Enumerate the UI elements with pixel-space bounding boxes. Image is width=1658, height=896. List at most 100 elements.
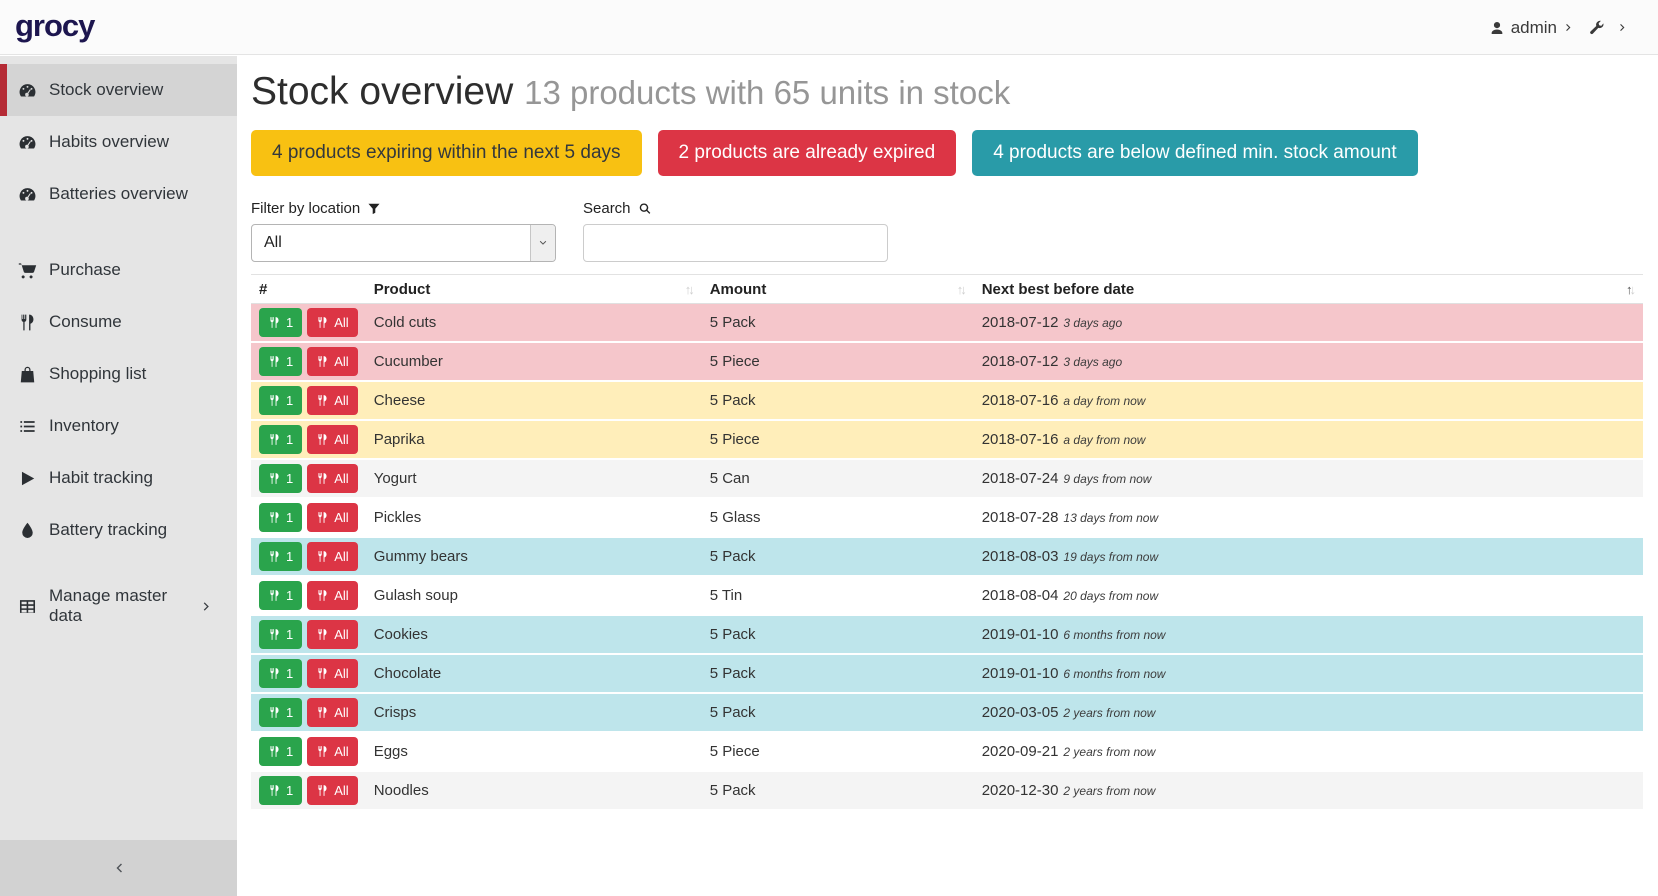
- best-before-date: 2018-07-16 a day from now: [974, 381, 1643, 420]
- best-before-date: 2018-08-03 19 days from now: [974, 537, 1643, 576]
- location-select[interactable]: All: [251, 224, 556, 262]
- consume-one-button[interactable]: 1: [259, 503, 303, 532]
- sidebar-group-gap: [0, 556, 237, 580]
- date-relative: 6 months from now: [1063, 667, 1166, 681]
- consume-all-label: All: [334, 510, 349, 525]
- consume-all-button[interactable]: All: [307, 542, 358, 571]
- consume-all-label: All: [334, 744, 349, 759]
- consume-one-button[interactable]: 1: [259, 464, 303, 493]
- column-header-label: #: [259, 281, 268, 298]
- sidebar: Stock overview Habits overview Batteries o…: [0, 56, 237, 896]
- column-header--: #: [251, 274, 366, 304]
- sidebar-item-label: Stock overview: [49, 80, 164, 99]
- sidebar-item-stock-overview[interactable]: Stock overview: [0, 64, 237, 116]
- consume-all-button[interactable]: All: [307, 581, 358, 610]
- sidebar-item-purchase[interactable]: Purchase: [0, 244, 237, 296]
- consume-one-button[interactable]: 1: [259, 386, 303, 415]
- sidebar-item-label: Battery tracking: [49, 520, 168, 539]
- date-relative: 13 days from now: [1063, 511, 1159, 525]
- consume-all-button[interactable]: All: [307, 776, 358, 805]
- alert-info-badge[interactable]: 4 products are below defined min. stock …: [972, 130, 1418, 176]
- product-name: Yogurt: [373, 470, 417, 487]
- main-content: Stock overview 13 products with 65 units…: [237, 56, 1658, 896]
- consume-one-button[interactable]: 1: [259, 659, 303, 688]
- chevron-left-icon: [112, 861, 126, 875]
- settings-menu[interactable]: [1588, 19, 1628, 36]
- sidebar-collapse-button[interactable]: [0, 840, 237, 896]
- consume-one-button[interactable]: 1: [259, 347, 303, 376]
- date-relative: 3 days ago: [1063, 316, 1123, 330]
- search-filter-group: Search: [583, 200, 888, 262]
- date-value: 2018-08-04: [981, 587, 1059, 604]
- user-menu[interactable]: admin: [1489, 18, 1574, 38]
- utensils-icon: [316, 706, 329, 719]
- consume-all-label: All: [334, 354, 349, 369]
- consume-one-button[interactable]: 1: [259, 737, 303, 766]
- tint-icon: [18, 521, 39, 540]
- best-before-date: 2020-09-21 2 years from now: [974, 732, 1643, 771]
- utensils-icon: [268, 394, 281, 407]
- grocy-logo[interactable]: grocy: [15, 8, 95, 43]
- column-header-product[interactable]: Product ↑↓: [365, 274, 702, 304]
- wrench-icon: [1588, 19, 1605, 36]
- sidebar-item-batteries-overview[interactable]: Batteries overview: [0, 168, 237, 220]
- column-header-amount[interactable]: Amount ↑↓: [701, 274, 974, 304]
- sidebar-item-consume[interactable]: Consume: [0, 296, 237, 348]
- table-icon: [18, 597, 39, 616]
- consume-one-button[interactable]: 1: [259, 776, 303, 805]
- consume-one-button[interactable]: 1: [259, 308, 303, 337]
- filter-bar: Filter by location All Search: [251, 200, 1643, 262]
- shopping-bag-icon: [18, 365, 39, 384]
- consume-one-button[interactable]: 1: [259, 581, 303, 610]
- consume-one-button[interactable]: 1: [259, 425, 303, 454]
- utensils-icon: [268, 745, 281, 758]
- consume-all-button[interactable]: All: [307, 308, 358, 337]
- best-before-date: 2019-01-10 6 months from now: [974, 654, 1643, 693]
- consume-all-button[interactable]: All: [307, 464, 358, 493]
- consume-one-label: 1: [286, 783, 294, 798]
- search-input[interactable]: [583, 224, 888, 262]
- date-value: 2018-07-12: [981, 353, 1059, 370]
- sidebar-item-manage-master-data[interactable]: Manage master data: [0, 580, 237, 632]
- consume-all-button[interactable]: All: [307, 347, 358, 376]
- utensils-icon: [316, 784, 329, 797]
- filter-icon: [367, 202, 381, 216]
- topbar: grocy admin: [0, 0, 1658, 55]
- sidebar-item-habits-overview[interactable]: Habits overview: [0, 116, 237, 168]
- consume-one-button[interactable]: 1: [259, 698, 303, 727]
- utensils-icon: [268, 589, 281, 602]
- utensils-icon: [316, 511, 329, 524]
- date-value: 2018-07-12: [981, 314, 1059, 331]
- sidebar-item-inventory[interactable]: Inventory: [0, 400, 237, 452]
- consume-all-button[interactable]: All: [307, 425, 358, 454]
- search-label-text: Search: [583, 200, 631, 217]
- page-subtitle: 13 products with 65 units in stock: [524, 74, 1011, 111]
- consume-one-label: 1: [286, 666, 294, 681]
- select-dropdown-button[interactable]: [530, 225, 555, 261]
- consume-all-button[interactable]: All: [307, 698, 358, 727]
- sidebar-item-habit-tracking[interactable]: Habit tracking: [0, 452, 237, 504]
- consume-one-button[interactable]: 1: [259, 620, 303, 649]
- sidebar-item-label: Habits overview: [49, 132, 169, 151]
- consume-all-button[interactable]: All: [307, 503, 358, 532]
- stock-row-eggs: 1 All Eggs 5 Piece 2020-09-21 2 years from no…: [251, 732, 1643, 771]
- product-name: Gulash soup: [373, 587, 458, 604]
- alert-warning-badge[interactable]: 4 products expiring within the next 5 da…: [251, 130, 642, 176]
- consume-all-button[interactable]: All: [307, 659, 358, 688]
- date-relative: 6 months from now: [1063, 628, 1166, 642]
- best-before-date: 2019-01-10 6 months from now: [974, 615, 1643, 654]
- column-header-next-best-before-date[interactable]: Next best before date ↑↓: [973, 274, 1643, 304]
- stock-table: # Product ↑↓ Amount ↑↓ Next best before date ↑…: [251, 274, 1643, 811]
- sidebar-item-battery-tracking[interactable]: Battery tracking: [0, 504, 237, 556]
- product-amount: 5 Pack: [709, 782, 756, 799]
- alert-danger-badge[interactable]: 2 products are already expired: [657, 130, 957, 176]
- consume-all-button[interactable]: All: [307, 620, 358, 649]
- product-name: Chocolate: [373, 665, 442, 682]
- utensils-icon: [316, 316, 329, 329]
- consume-one-button[interactable]: 1: [259, 542, 303, 571]
- consume-all-button[interactable]: All: [307, 386, 358, 415]
- consume-all-button[interactable]: All: [307, 737, 358, 766]
- sidebar-item-label: Purchase: [49, 260, 121, 279]
- sidebar-item-shopping-list[interactable]: Shopping list: [0, 348, 237, 400]
- consume-one-label: 1: [286, 315, 294, 330]
